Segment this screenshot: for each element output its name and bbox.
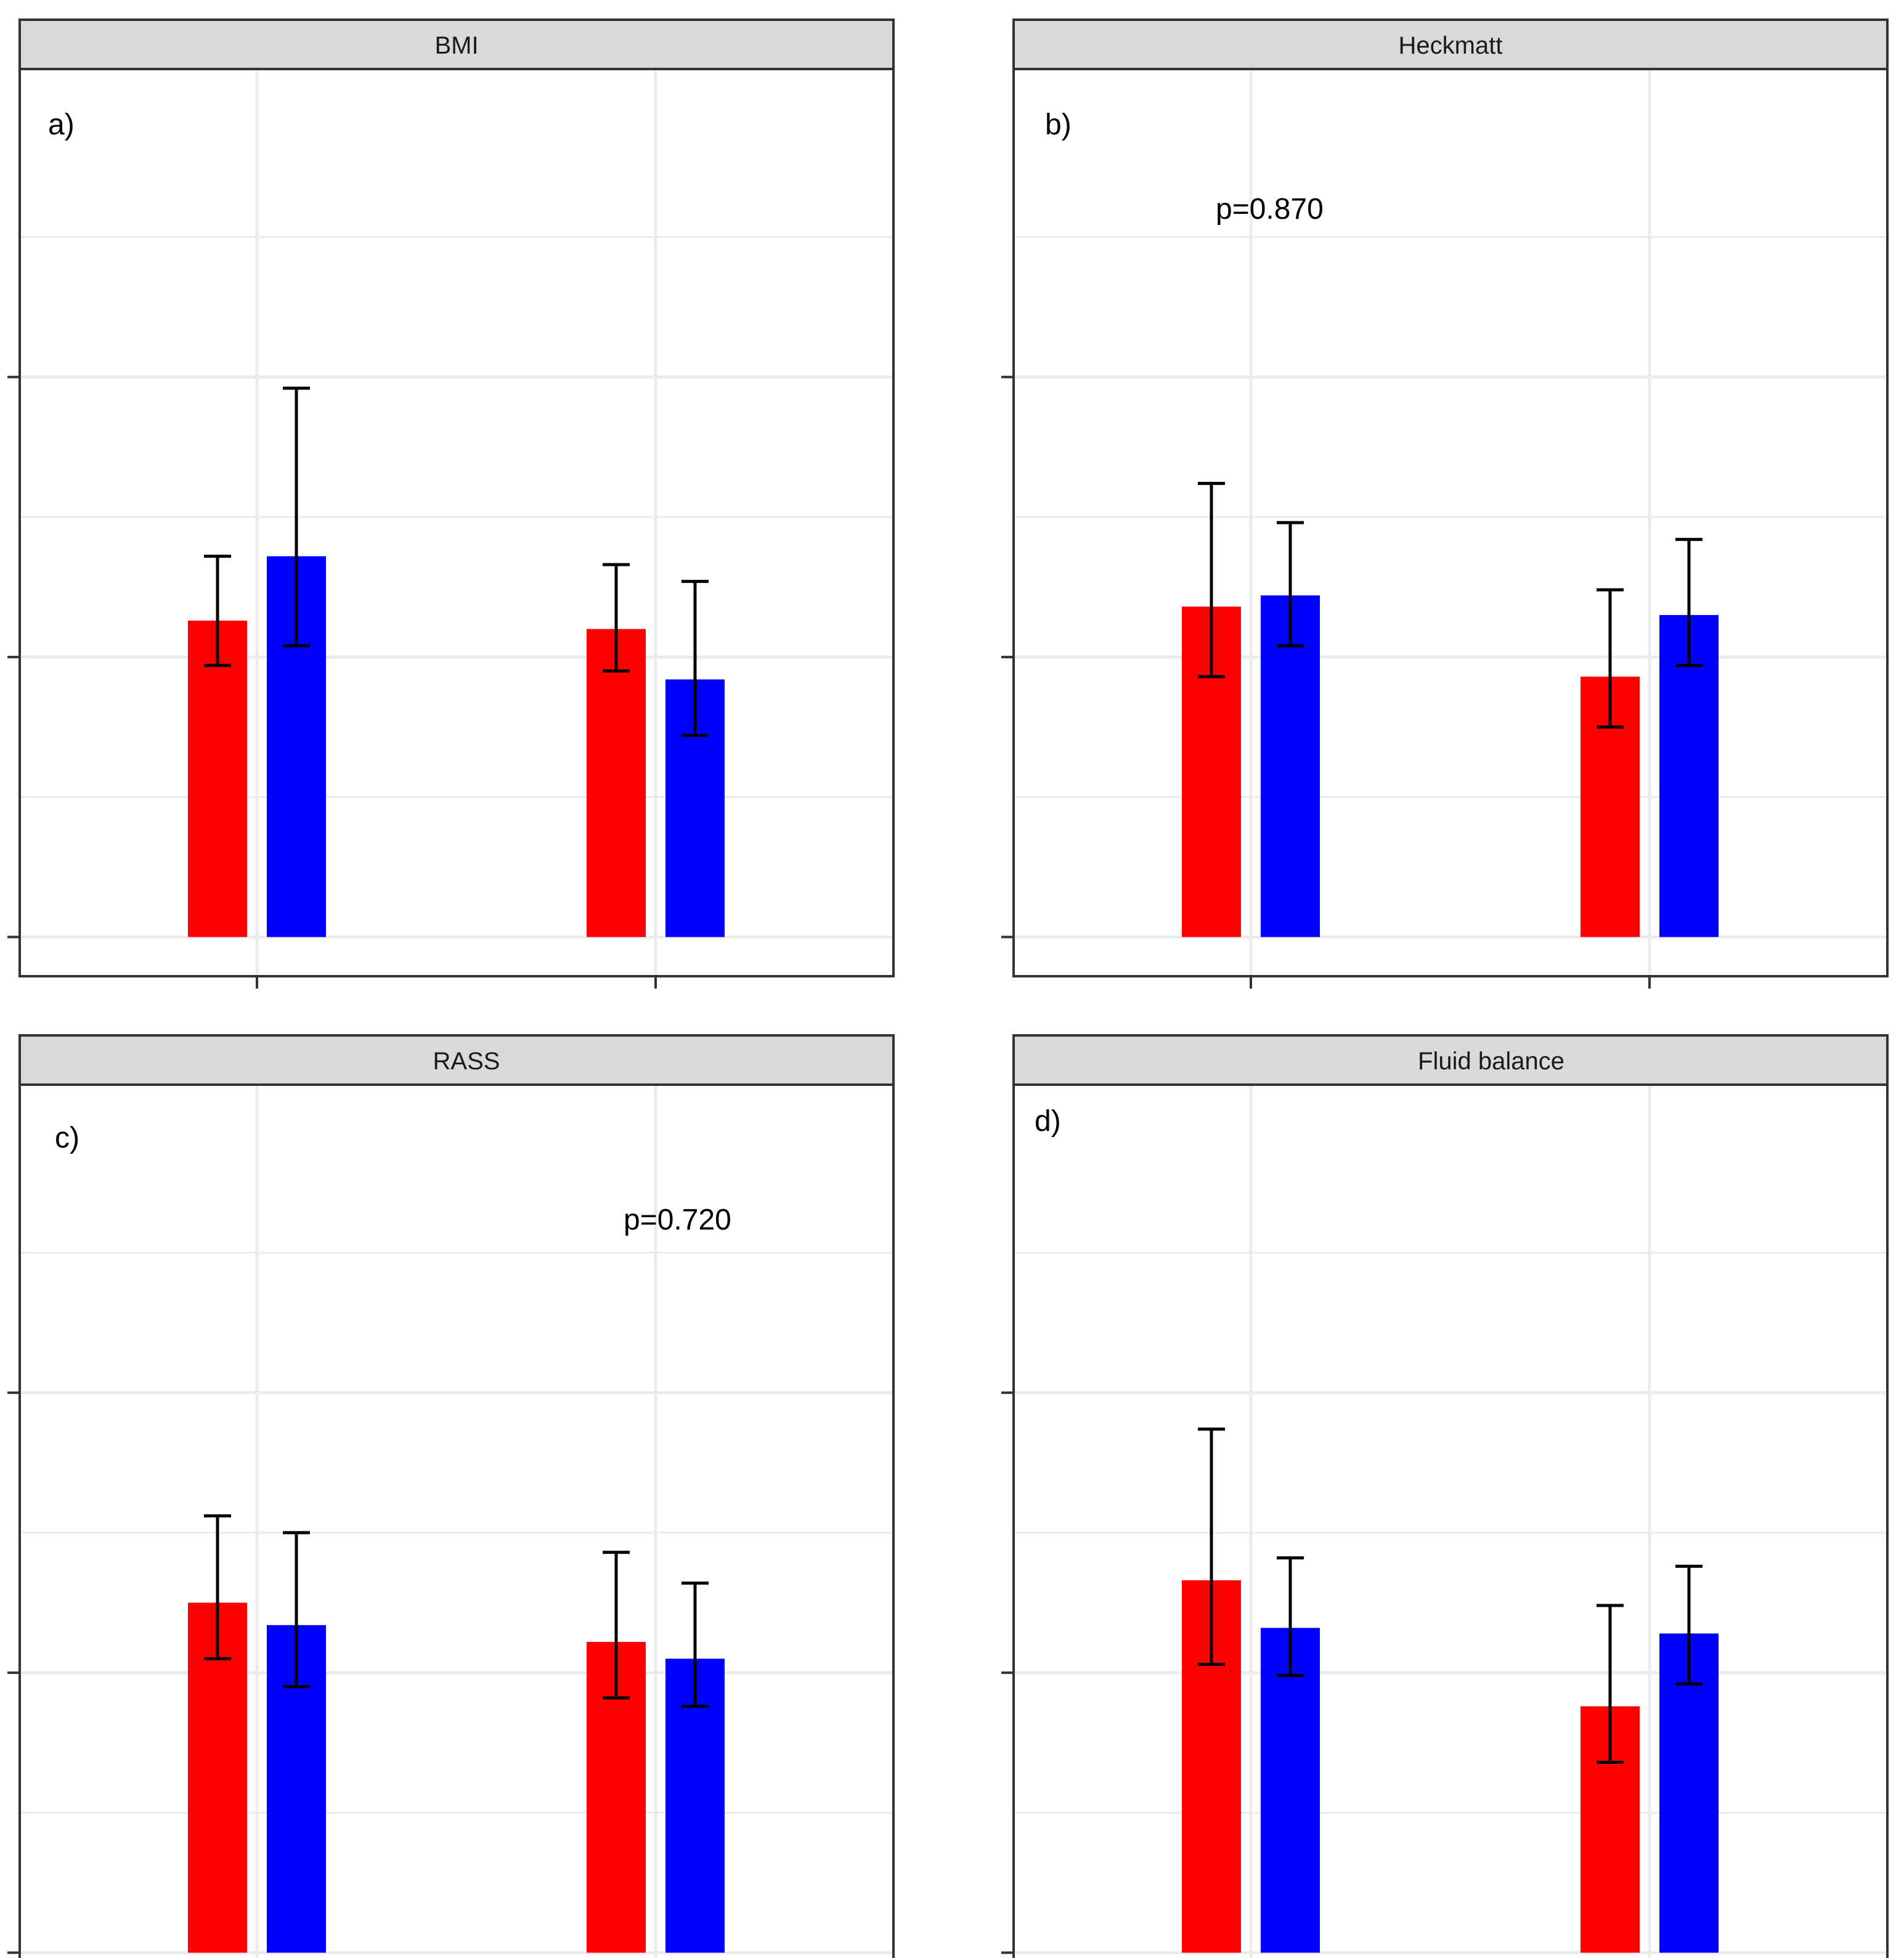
panel-tag: d) <box>1035 1105 1061 1138</box>
bar-group2 <box>1659 1633 1719 1953</box>
panel-title: RASS <box>433 1048 500 1075</box>
plot-border <box>18 68 895 977</box>
panel-tag: b) <box>1045 108 1072 141</box>
plot-area <box>7 69 893 989</box>
plot-area <box>7 1085 893 1958</box>
panel-tag: a) <box>48 108 75 141</box>
plot-background <box>20 69 893 976</box>
bar-group1 <box>188 1602 247 1953</box>
panel-b: Heckmatt b) p=0.870 <box>1001 18 1889 989</box>
plot-area <box>1001 1085 1887 1958</box>
panel-c: RASS c) p=0.720 <box>7 1034 895 1958</box>
bar-group2 <box>1261 1628 1320 1953</box>
strip <box>18 18 895 70</box>
bar-group2 <box>1659 614 1719 937</box>
bar-group1 <box>188 621 247 937</box>
p-value-label: p=0.870 <box>1216 193 1324 226</box>
plot-background <box>20 1085 893 1958</box>
plot-border <box>1012 1083 1889 1958</box>
panel-title: BMI <box>434 32 478 59</box>
strip <box>18 1034 895 1086</box>
panel-a: BMI a) <box>7 18 895 989</box>
plot-border <box>18 1083 895 1958</box>
bar-group2 <box>1261 595 1320 937</box>
plot-area <box>1001 69 1887 989</box>
plot-background <box>1014 1085 1887 1958</box>
plot-background <box>1014 69 1887 976</box>
panel-d: Fluid balance d) <box>1001 1034 1889 1958</box>
p-value-label: p=0.720 <box>624 1204 731 1236</box>
bar-group1 <box>587 629 646 937</box>
panel-title: Heckmatt <box>1399 32 1503 59</box>
plot-border <box>1012 68 1889 977</box>
panel-title: Fluid balance <box>1418 1048 1564 1075</box>
panel-tag: c) <box>55 1122 79 1154</box>
strip <box>1012 1034 1889 1086</box>
